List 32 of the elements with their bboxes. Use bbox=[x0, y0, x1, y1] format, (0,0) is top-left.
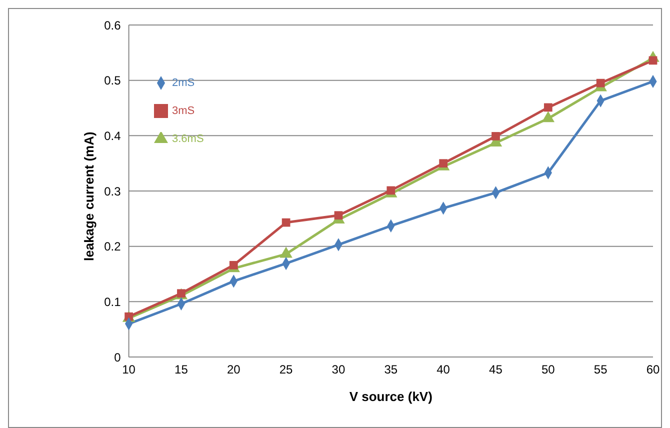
y-tick-label: 0.1 bbox=[104, 294, 122, 309]
point bbox=[544, 103, 552, 112]
x-tick-label: 10 bbox=[122, 362, 136, 377]
point bbox=[229, 260, 238, 270]
y-tick-label: 0.6 bbox=[104, 18, 122, 32]
legend-label: 2mS bbox=[172, 77, 195, 89]
legend-label: 3mS bbox=[172, 105, 195, 117]
point bbox=[596, 78, 605, 88]
y-tick-label: 0.4 bbox=[104, 128, 122, 143]
x-tick-label: 60 bbox=[646, 362, 660, 377]
point bbox=[334, 211, 343, 220]
x-tick-label: 55 bbox=[594, 362, 608, 377]
y-tick-label: 0.2 bbox=[104, 240, 122, 254]
y-axis-title: leakage current (mA) bbox=[81, 132, 96, 261]
x-tick-label: 30 bbox=[332, 362, 346, 377]
x-tick-label: 45 bbox=[489, 362, 503, 377]
x-tick-label: 40 bbox=[436, 362, 450, 377]
x-tick-label: 25 bbox=[279, 362, 294, 377]
y-tick-label: 0.3 bbox=[104, 184, 122, 198]
y-tick-label: 0 bbox=[114, 350, 122, 364]
point bbox=[177, 289, 186, 298]
x-tick-label: 35 bbox=[384, 362, 398, 377]
legend-label: 3.6mS bbox=[172, 133, 204, 145]
x-tick-label: 15 bbox=[174, 362, 188, 377]
x-tick-label: 50 bbox=[541, 362, 556, 377]
point bbox=[439, 159, 448, 168]
point bbox=[386, 186, 396, 195]
y-tick-label: 0.5 bbox=[104, 74, 122, 88]
x-tick-label: 20 bbox=[226, 362, 241, 377]
point bbox=[492, 132, 500, 140]
x-axis-title: V source (kV) bbox=[349, 389, 432, 404]
point bbox=[282, 218, 290, 227]
